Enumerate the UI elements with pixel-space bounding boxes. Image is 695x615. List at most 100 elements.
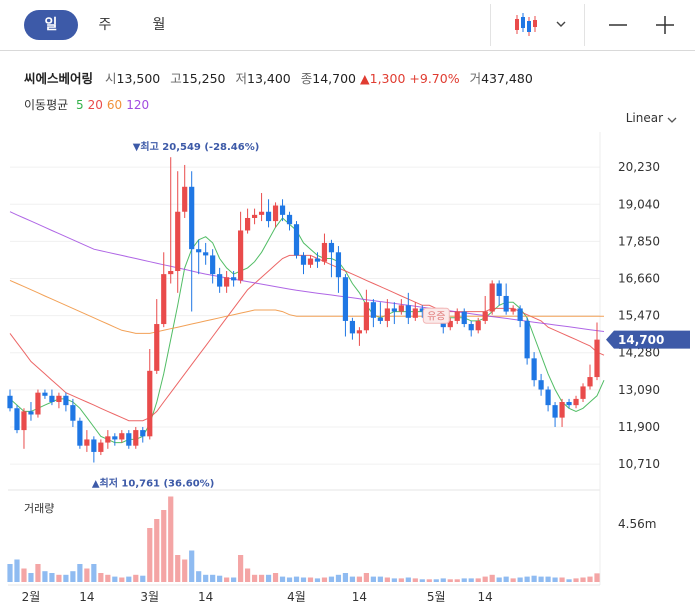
minus-icon[interactable] xyxy=(606,8,630,42)
y-tick-label: 17,850 xyxy=(618,234,660,248)
volume-bar xyxy=(238,555,244,582)
candle xyxy=(196,249,202,253)
volume-bar xyxy=(391,578,397,582)
volume-bar xyxy=(133,574,139,582)
volume-bar xyxy=(517,577,523,582)
volume-bar xyxy=(342,573,349,582)
open-value: 13,500 xyxy=(116,71,161,86)
close-value: 14,700 xyxy=(312,71,357,86)
volume-bar xyxy=(594,573,600,582)
candle xyxy=(503,295,509,312)
volume-bar xyxy=(503,576,509,582)
x-tick-label: 5월 xyxy=(427,590,446,604)
candle xyxy=(133,430,139,446)
x-tick-label: 14 xyxy=(198,590,213,604)
volume-bar xyxy=(140,575,146,582)
candle xyxy=(63,395,69,406)
low-label: 저 xyxy=(235,71,248,86)
candle xyxy=(531,358,537,381)
tab-weekly[interactable]: 주 xyxy=(98,17,112,33)
close-label: 종 xyxy=(300,71,313,86)
y-tick-label: 11,900 xyxy=(618,420,660,434)
ma60-line xyxy=(9,279,604,334)
period-toolbar: 일 주 월 xyxy=(0,0,695,51)
candle xyxy=(300,255,307,265)
plus-icon[interactable] xyxy=(653,8,677,42)
volume-bar xyxy=(538,576,544,582)
candle xyxy=(49,395,55,403)
candle xyxy=(279,205,286,215)
toolbar-divider xyxy=(490,4,491,46)
volume-tick-label: 4.56m xyxy=(618,517,656,531)
candle xyxy=(98,442,104,452)
scale-selector[interactable]: Linear xyxy=(625,111,663,125)
high-value: 15,250 xyxy=(181,71,226,86)
volume-panel-label: 거래량 xyxy=(24,502,55,515)
candle xyxy=(272,205,279,222)
candle xyxy=(112,436,118,440)
candle xyxy=(349,320,356,334)
chart-type-button[interactable] xyxy=(500,8,580,42)
candle xyxy=(307,258,314,265)
volume-bar xyxy=(251,574,258,582)
candle xyxy=(244,217,251,231)
open-label: 시 xyxy=(105,71,117,86)
volume-bar xyxy=(35,564,41,582)
volume-bar xyxy=(440,578,446,582)
candle xyxy=(370,302,376,318)
volume-bar xyxy=(182,559,188,582)
candle xyxy=(265,211,272,222)
candle xyxy=(384,308,390,321)
tab-monthly[interactable]: 월 xyxy=(152,17,166,33)
candle xyxy=(42,392,48,396)
volume-bar xyxy=(566,579,572,582)
ma5-line xyxy=(9,217,605,444)
candle xyxy=(293,224,300,256)
candle xyxy=(559,402,565,418)
volume-bar xyxy=(21,568,27,582)
candle xyxy=(189,186,195,250)
volume-bar xyxy=(335,574,342,582)
event-badge-label: 유증 xyxy=(427,311,445,323)
candle xyxy=(377,317,383,321)
volume-bar xyxy=(105,574,111,582)
y-tick-label: 15,470 xyxy=(618,309,660,323)
candle xyxy=(140,430,146,437)
candle xyxy=(314,258,321,262)
candle xyxy=(363,302,369,331)
candle xyxy=(545,389,551,406)
volume-bar xyxy=(63,574,69,582)
volume-bar xyxy=(587,576,593,582)
ma20-legend: 20 xyxy=(87,98,103,112)
chevron-down-icon[interactable] xyxy=(667,115,677,125)
volume-bar xyxy=(328,576,335,582)
candle xyxy=(496,283,502,296)
volume-bar xyxy=(356,576,363,582)
volume-bar xyxy=(363,573,369,582)
candlestick-icon xyxy=(515,13,537,36)
volume-bar xyxy=(154,519,160,582)
volume-bar xyxy=(28,573,34,582)
volume-bar xyxy=(314,578,321,582)
candle xyxy=(91,439,97,452)
volume-bar xyxy=(175,555,181,582)
volume-bar xyxy=(231,577,237,582)
volume-bar xyxy=(461,578,467,582)
volume-bar xyxy=(147,528,153,582)
volume-bar xyxy=(552,577,558,582)
candle xyxy=(580,386,586,399)
volume-bar xyxy=(433,579,439,582)
candle xyxy=(21,411,27,431)
volume-bar xyxy=(454,579,460,582)
candle xyxy=(524,320,530,359)
volume-bar xyxy=(468,578,474,582)
tab-daily[interactable]: 일 xyxy=(24,10,78,40)
y-tick-label: 19,040 xyxy=(618,197,660,211)
volume-bar xyxy=(489,574,495,582)
candle xyxy=(56,395,62,403)
event-badge xyxy=(422,307,450,324)
candle xyxy=(489,283,495,312)
candle xyxy=(419,308,425,312)
low-value: 13,400 xyxy=(247,71,291,86)
